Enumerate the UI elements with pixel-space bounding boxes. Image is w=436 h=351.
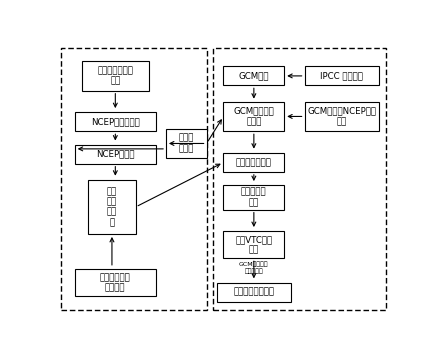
FancyBboxPatch shape	[88, 180, 136, 234]
FancyBboxPatch shape	[82, 61, 149, 91]
Text: NCEP再分析资料: NCEP再分析资料	[91, 117, 140, 126]
Text: 流域气象站点
降水气温: 流域气象站点 降水气温	[100, 273, 131, 292]
Text: GCM数据向NCEP数据
匀化: GCM数据向NCEP数据 匀化	[307, 107, 376, 126]
Text: NCEP主分量: NCEP主分量	[96, 150, 135, 159]
Text: IPCC 排放情景: IPCC 排放情景	[320, 71, 363, 80]
Text: 降水、气温
预测: 降水、气温 预测	[241, 188, 267, 207]
FancyBboxPatch shape	[223, 66, 284, 85]
FancyBboxPatch shape	[75, 269, 156, 296]
Text: 大尺度气候因子
选择: 大尺度气候因子 选择	[97, 66, 133, 86]
FancyBboxPatch shape	[304, 101, 379, 131]
Text: 流域VTC水文
模型: 流域VTC水文 模型	[235, 235, 272, 254]
Text: 主成分
分析法: 主成分 分析法	[179, 134, 194, 153]
Text: 流域径流过程预测: 流域径流过程预测	[233, 287, 274, 297]
FancyBboxPatch shape	[75, 145, 156, 164]
FancyBboxPatch shape	[217, 283, 291, 302]
FancyBboxPatch shape	[223, 231, 284, 258]
FancyBboxPatch shape	[75, 112, 156, 131]
Text: 最佳降尺度方法: 最佳降尺度方法	[236, 158, 272, 167]
Text: GCM输出数据
主分量: GCM输出数据 主分量	[234, 107, 274, 126]
Text: GCM与流域水
文模型耦合: GCM与流域水 文模型耦合	[239, 262, 269, 274]
Text: 统计
降尺
度方
法: 统计 降尺 度方 法	[107, 187, 117, 227]
FancyBboxPatch shape	[166, 128, 207, 158]
FancyBboxPatch shape	[304, 66, 379, 85]
FancyBboxPatch shape	[223, 101, 284, 131]
FancyBboxPatch shape	[223, 153, 284, 172]
FancyBboxPatch shape	[223, 185, 284, 210]
Text: GCM输出: GCM输出	[238, 71, 269, 80]
